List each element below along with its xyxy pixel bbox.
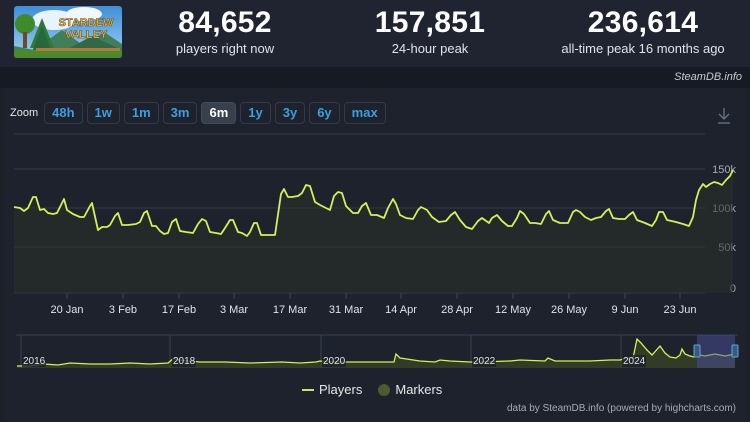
zoom-1w-button[interactable]: 1w [86, 102, 120, 124]
svg-text:VALLEY: VALLEY [65, 29, 108, 41]
stat-24h-peak: 157,851 24-hour peak [360, 6, 500, 58]
zoom-1y-button[interactable]: 1y [240, 102, 271, 124]
current-players-label: players right now [175, 41, 275, 56]
zoom-bar: Zoom 48h 1w 1m 3m 6m 1y 3y 6y max [10, 102, 386, 124]
chart-legend: Players Markers [302, 382, 442, 397]
markers-dot-swatch-icon [378, 383, 391, 396]
zoom-6m-button[interactable]: 6m [201, 102, 237, 124]
brand-strip: SteamDB.info [0, 68, 750, 88]
stardew-valley-logo-icon: STARDEW VALLEY [14, 6, 122, 58]
chart-credits[interactable]: data by SteamDB.info (powered by highcha… [507, 403, 736, 414]
zoom-1m-button[interactable]: 1m [123, 102, 159, 124]
zoom-6y-button[interactable]: 6y [309, 102, 340, 124]
legend-markers-label: Markers [395, 382, 443, 397]
stats-header: STARDEW VALLEY 84,652 players right now … [0, 0, 750, 68]
24h-peak-value: 157,851 [374, 6, 486, 39]
download-icon[interactable] [716, 107, 732, 125]
players-line-swatch-icon [302, 388, 314, 391]
steamdb-brand[interactable]: SteamDB.info [674, 71, 742, 83]
zoom-48h-button[interactable]: 48h [44, 102, 83, 124]
all-time-peak-value: 236,614 [587, 6, 699, 39]
legend-players-label: Players [319, 382, 363, 397]
24h-peak-label: 24-hour peak [391, 41, 469, 56]
chart-panel [4, 88, 746, 422]
all-time-peak-label: all-time peak 16 months ago [561, 41, 725, 56]
current-players-value: 84,652 [178, 6, 272, 39]
zoom-max-button[interactable]: max [343, 102, 386, 124]
stat-all-time-peak: 236,614 all-time peak 16 months ago [548, 6, 738, 58]
zoom-label: Zoom [10, 107, 39, 119]
zoom-3y-button[interactable]: 3y [274, 102, 306, 124]
legend-item-players[interactable]: Players [302, 382, 362, 397]
stat-current-players: 84,652 players right now [160, 6, 290, 58]
zoom-3m-button[interactable]: 3m [162, 102, 198, 124]
legend-item-markers[interactable]: Markers [378, 382, 442, 397]
svg-text:STARDEW: STARDEW [59, 17, 114, 29]
game-logo[interactable]: STARDEW VALLEY [14, 6, 122, 58]
